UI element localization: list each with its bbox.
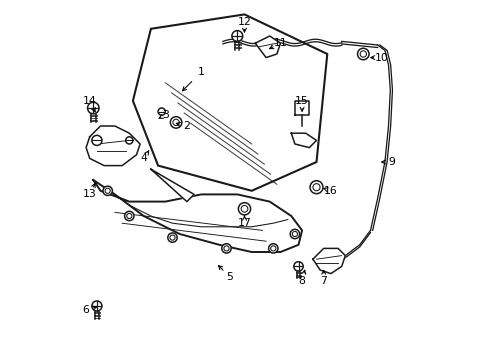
- Text: 13: 13: [82, 189, 96, 199]
- Text: 2: 2: [183, 121, 190, 131]
- Circle shape: [357, 48, 368, 60]
- Polygon shape: [291, 133, 316, 148]
- Text: 5: 5: [226, 272, 233, 282]
- Circle shape: [222, 244, 231, 253]
- Text: 10: 10: [374, 53, 387, 63]
- Polygon shape: [312, 248, 345, 274]
- Circle shape: [124, 211, 134, 221]
- Circle shape: [87, 102, 99, 114]
- Text: 17: 17: [237, 218, 251, 228]
- Circle shape: [268, 244, 277, 253]
- Polygon shape: [93, 180, 302, 252]
- Circle shape: [289, 229, 299, 239]
- Circle shape: [92, 135, 102, 145]
- Text: 9: 9: [388, 157, 395, 167]
- Circle shape: [158, 108, 165, 115]
- Circle shape: [170, 117, 182, 128]
- Polygon shape: [255, 36, 280, 58]
- Text: 14: 14: [82, 96, 96, 106]
- Polygon shape: [151, 169, 194, 202]
- Circle shape: [103, 186, 112, 195]
- Text: 3: 3: [162, 110, 168, 120]
- Polygon shape: [133, 14, 326, 191]
- Text: 16: 16: [324, 186, 337, 196]
- Circle shape: [309, 181, 322, 194]
- Text: 1: 1: [198, 67, 204, 77]
- Text: 11: 11: [273, 38, 287, 48]
- Text: 4: 4: [140, 153, 147, 163]
- Polygon shape: [86, 126, 140, 166]
- Text: 6: 6: [82, 305, 89, 315]
- Circle shape: [293, 262, 303, 271]
- Circle shape: [125, 137, 133, 144]
- Text: 8: 8: [298, 276, 305, 286]
- Text: 15: 15: [295, 96, 308, 106]
- Text: 7: 7: [320, 276, 326, 286]
- Text: 12: 12: [237, 17, 251, 27]
- Circle shape: [92, 301, 102, 311]
- Circle shape: [238, 203, 250, 215]
- Circle shape: [167, 233, 177, 242]
- Circle shape: [231, 31, 242, 41]
